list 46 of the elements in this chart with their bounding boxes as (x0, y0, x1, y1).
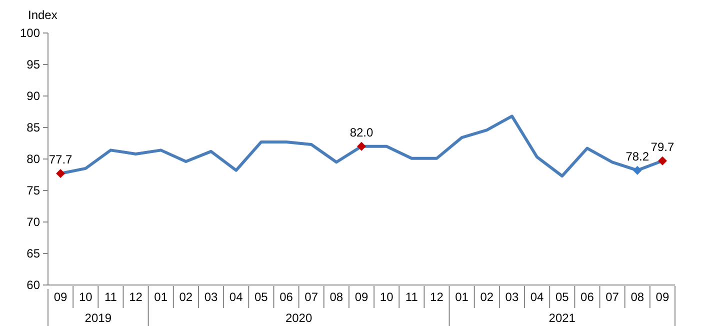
y-tick-label: 65 (26, 246, 40, 261)
data-label: 79.7 (650, 140, 674, 154)
x-tick-label: 01 (154, 290, 168, 304)
text: 2019 (84, 311, 112, 325)
x-tick-label: 05 (555, 290, 570, 304)
data-label: 78.2 (626, 149, 650, 164)
y-axis-title: Index (28, 8, 58, 22)
x-tick-label: 12 (430, 290, 444, 304)
x-tick-label: 11 (104, 290, 118, 304)
x-tick-label: 09 (354, 290, 368, 304)
x-tick-label: 11 (405, 290, 418, 304)
x-tick-label: 08 (630, 290, 644, 304)
x-tick-label: 07 (606, 290, 620, 304)
x-tick-label: 09 (54, 290, 68, 304)
y-tick-label: 80 (26, 152, 40, 166)
x-tick-label: 12 (129, 290, 143, 304)
x-tick-label: 08 (330, 290, 344, 304)
x-tick-label: 01 (455, 290, 469, 304)
y-tick-label: 85 (26, 120, 40, 135)
point (56, 168, 66, 178)
x-tick-label: 02 (480, 290, 494, 304)
x-tick-label: 10 (380, 290, 394, 304)
x-tick-label: 06 (580, 290, 594, 304)
point (632, 166, 642, 175)
x-tick-label: 03 (505, 290, 519, 304)
data-label: 82.0 (350, 125, 374, 140)
x-tick-label: 04 (530, 290, 544, 304)
point (658, 156, 667, 166)
y-tick-label: 70 (26, 215, 40, 230)
x-tick-label: 04 (229, 290, 244, 304)
data-label: 77.7 (48, 152, 73, 166)
x-tick-label: 10 (78, 290, 93, 304)
x-tick-label: 02 (179, 290, 193, 304)
point (357, 142, 366, 151)
text: 2021 (548, 311, 576, 325)
y-tick-label: 60 (26, 278, 40, 292)
y-tick-label: 100 (20, 26, 40, 40)
y-tick-label: 95 (26, 58, 40, 72)
x-tick-label: 05 (254, 290, 268, 304)
x-tick-label: 09 (656, 290, 670, 304)
x-tick-label: 06 (280, 290, 294, 304)
y-tick-label: 90 (26, 89, 40, 104)
text: 2020 (285, 311, 312, 325)
y-tick-label: 75 (26, 184, 40, 198)
x-tick-label: 03 (204, 290, 218, 304)
x-tick-label: 07 (304, 290, 318, 304)
